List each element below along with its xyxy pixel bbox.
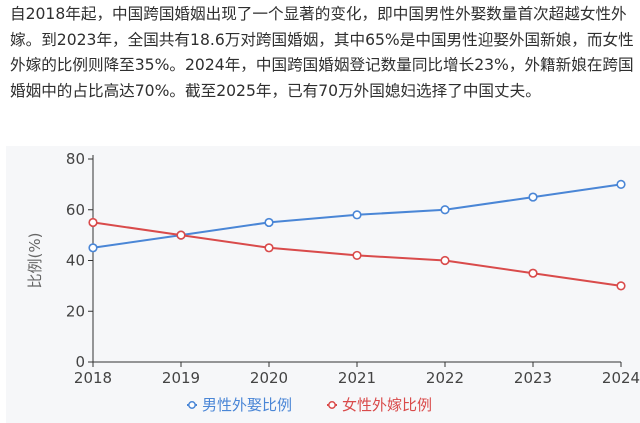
data-point (440, 255, 450, 266)
y-tick-label: 20 (66, 302, 85, 320)
data-point (352, 250, 362, 261)
legend-marker (328, 401, 336, 409)
x-tick-label: 2024 (602, 369, 640, 387)
data-point (616, 281, 626, 291)
legend-marker (188, 401, 196, 409)
data-point (528, 268, 538, 278)
data-point (264, 217, 274, 228)
chart-legend: 男性外娶比例 女性外嫁比例 (187, 396, 432, 414)
data-point (352, 210, 362, 220)
data-point (440, 205, 450, 215)
y-tick-label: 0 (75, 353, 85, 371)
data-point (616, 179, 626, 189)
data-point (88, 243, 98, 253)
x-tick-label: 2022 (426, 369, 464, 387)
y-tick-label: 80 (66, 150, 85, 168)
chart-panel (6, 146, 640, 423)
x-tick-label: 2021 (338, 369, 376, 387)
data-point (528, 192, 538, 202)
chart-series (88, 179, 626, 291)
x-tick-label: 2023 (514, 369, 552, 387)
x-tick-label: 2019 (162, 369, 200, 387)
chart-axes: 0 20 40 60 80 2018 2019 2020 2021 2022 2023 2024 比例(… (26, 150, 640, 387)
data-point (88, 217, 98, 228)
legend-label: 男性外娶比例 (202, 396, 292, 414)
article-paragraph: 自2018年起，中国跨国婚姻出现了一个显著的变化，即中国男性外娶数量首次超越女性… (10, 5, 634, 100)
x-tick-label: 2018 (74, 369, 112, 387)
y-axis-title: 比例(%) (26, 233, 44, 289)
y-tick-label: 40 (66, 252, 85, 270)
x-tick-label: 2020 (250, 369, 288, 387)
data-point (264, 243, 274, 253)
legend-label: 女性外嫁比例 (342, 396, 432, 414)
data-point (176, 230, 186, 240)
y-tick-label: 60 (66, 201, 85, 219)
